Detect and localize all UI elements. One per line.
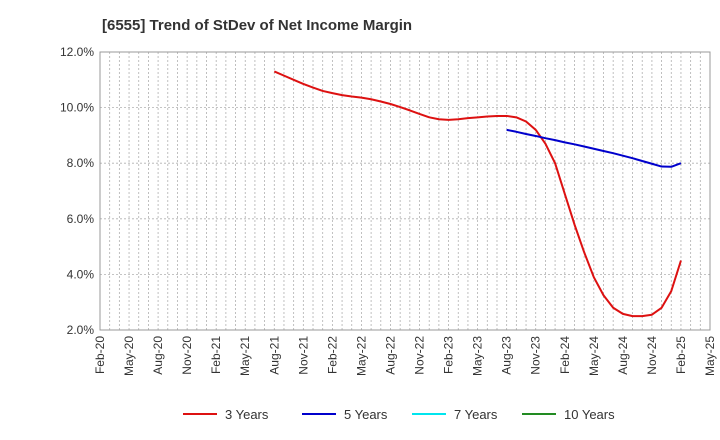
y-tick-label: 4.0%	[67, 267, 95, 281]
x-tick-label: May-21	[238, 336, 252, 376]
x-tick-label: Feb-21	[209, 336, 223, 374]
series-line-0	[273, 70, 682, 318]
chart-title: [6555] Trend of StDev of Net Income Marg…	[102, 17, 412, 34]
x-tick-label: May-25	[703, 336, 717, 376]
x-tick-label: Feb-22	[325, 336, 339, 374]
y-axis: 2.0% 4.0% 6.0% 8.0% 10.0% 12.0%	[60, 45, 94, 337]
x-tick-label: May-24	[587, 336, 601, 376]
legend-label: 5 Years	[344, 407, 388, 422]
y-tick-label: 10.0%	[60, 101, 94, 115]
y-tick-label: 8.0%	[67, 156, 95, 170]
x-axis: Feb-20 May-20 Aug-20 Nov-20 Feb-21 May-21 Aug-…	[93, 336, 717, 376]
x-tick-label: Feb-25	[674, 336, 688, 374]
x-tick-label: Nov-22	[413, 336, 427, 375]
plot-area	[99, 51, 711, 331]
series-line-1	[506, 128, 682, 168]
x-tick-label: Feb-23	[442, 336, 456, 374]
y-tick-label: 12.0%	[60, 45, 94, 59]
x-tick-label: Aug-23	[500, 336, 514, 375]
legend-label: 7 Years	[454, 407, 498, 422]
x-tick-label: Aug-22	[383, 336, 397, 375]
x-tick-label: Nov-21	[296, 336, 310, 375]
x-tick-label: Nov-24	[645, 336, 659, 375]
x-tick-label: Aug-21	[267, 336, 281, 375]
x-tick-label: May-22	[354, 336, 368, 376]
y-tick-label: 6.0%	[67, 212, 95, 226]
x-tick-label: Feb-20	[93, 336, 107, 374]
x-tick-label: Aug-20	[151, 336, 165, 375]
legend-label: 3 Years	[225, 407, 269, 422]
x-tick-label: Aug-24	[616, 336, 630, 375]
y-tick-label: 2.0%	[67, 323, 95, 337]
x-tick-label: Nov-20	[180, 336, 194, 375]
legend-label: 10 Years	[564, 407, 615, 422]
series-lines	[273, 70, 682, 318]
x-tick-label: May-23	[471, 336, 485, 376]
x-tick-label: Feb-24	[558, 336, 572, 374]
x-tick-label: Nov-23	[529, 336, 543, 375]
grid	[100, 52, 710, 330]
legend: 3 Years 5 Years 7 Years 10 Years	[183, 407, 615, 422]
x-tick-label: May-20	[122, 336, 136, 376]
